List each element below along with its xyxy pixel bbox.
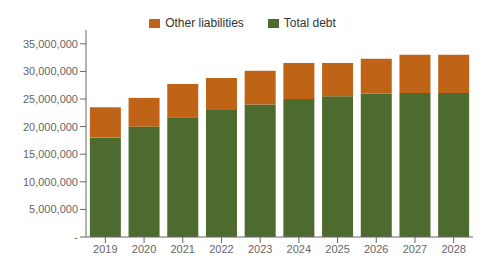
svg-text:2023: 2023 [248,243,272,255]
svg-text:-: - [74,231,78,243]
svg-text:20,000,000: 20,000,000 [23,121,78,133]
svg-text:2021: 2021 [171,243,195,255]
svg-text:5,000,000: 5,000,000 [29,203,78,215]
svg-text:2025: 2025 [325,243,349,255]
html-text:Other liabilities: Other liabilities [165,16,244,30]
svg-text:2028: 2028 [441,243,465,255]
svg-text:2020: 2020 [132,243,156,255]
svg-text:2027: 2027 [403,243,427,255]
svg-text:25,000,000: 25,000,000 [23,93,78,105]
svg-text:15,000,000: 15,000,000 [23,148,78,160]
svg-text:35,000,000: 35,000,000 [23,38,78,50]
svg-text:2022: 2022 [209,243,233,255]
svg-text:2019: 2019 [93,243,117,255]
svg-text:2024: 2024 [287,243,311,255]
svg-text:30,000,000: 30,000,000 [23,65,78,77]
svg-text:10,000,000: 10,000,000 [23,176,78,188]
html-text:Total debt: Total debt [283,16,336,30]
svg-text:2026: 2026 [364,243,388,255]
